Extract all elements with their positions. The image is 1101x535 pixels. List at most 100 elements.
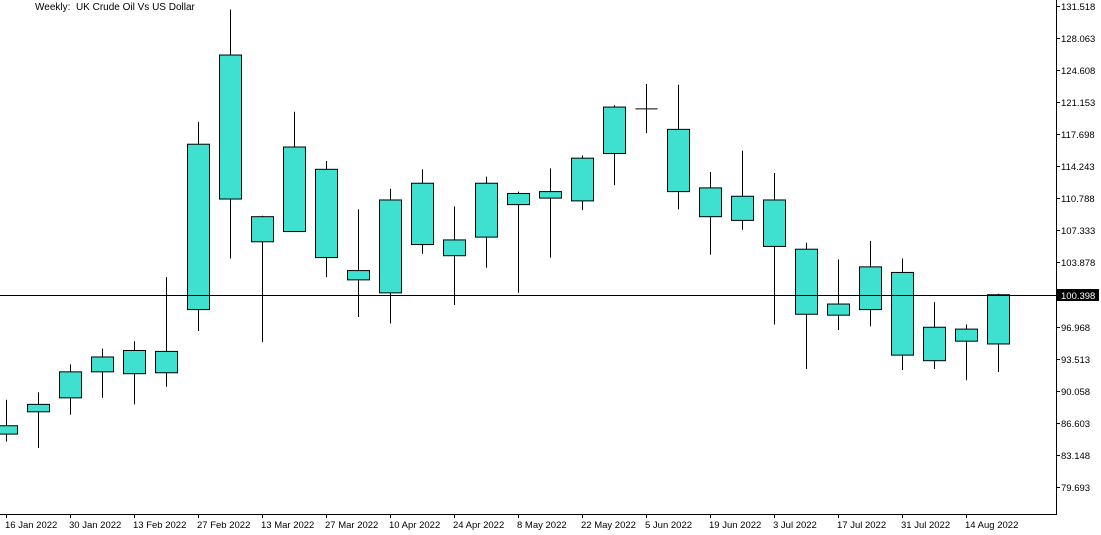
y-tick-label: 103.878 [1061, 258, 1095, 269]
x-tick-label: 27 Mar 2022 [325, 520, 378, 531]
candle-body [827, 303, 850, 316]
candle [91, 348, 114, 398]
candle [59, 364, 82, 415]
candle-body [219, 54, 242, 200]
x-tick-label: 3 Jul 2022 [773, 520, 817, 531]
x-axis-ticks: 16 Jan 2022 30 Jan 2022 13 Feb 2022 27 Feb … [5, 514, 1018, 531]
candle-body [699, 187, 722, 218]
candle [251, 215, 274, 343]
current-price-tag: 100.398 [1057, 289, 1099, 302]
candle [379, 188, 402, 324]
candle-body [923, 326, 946, 362]
candle-body [987, 294, 1010, 345]
chart-title: Weekly: UK Crude Oil Vs US Dollar [35, 2, 195, 13]
candle [955, 324, 978, 381]
y-tick-label: 124.608 [1061, 66, 1095, 77]
candle-body [603, 106, 626, 155]
candle-body [155, 350, 178, 374]
candle [795, 242, 818, 370]
x-tick-label: 27 Feb 2022 [197, 520, 250, 531]
y-tick-label: 90.058 [1061, 387, 1090, 398]
y-tick-label: 131.518 [1061, 2, 1095, 13]
candle [443, 206, 466, 305]
candle [603, 105, 626, 186]
candle-body [859, 266, 882, 311]
y-tick-label: 79.693 [1061, 483, 1090, 494]
candle-body [0, 425, 18, 435]
candle [0, 399, 18, 442]
candle [315, 160, 338, 278]
candle [27, 392, 50, 449]
candle [731, 150, 754, 230]
x-tick-label: 13 Feb 2022 [133, 520, 186, 531]
candle-body [539, 191, 562, 199]
current-price-label: 100.398 [1061, 291, 1095, 302]
x-tick-label: 13 Mar 2022 [261, 520, 314, 531]
y-tick-label: 96.968 [1061, 323, 1090, 334]
candle [827, 259, 850, 331]
candle [283, 111, 306, 233]
y-tick-label: 107.333 [1061, 226, 1095, 237]
candle-body [91, 356, 114, 373]
candle [347, 209, 370, 318]
candle [155, 277, 178, 387]
candle-body [411, 182, 434, 246]
y-tick-label: 110.788 [1061, 194, 1095, 205]
candle [763, 173, 786, 325]
x-tick-label: 14 Aug 2022 [965, 520, 1018, 531]
candle [475, 176, 498, 268]
y-tick-label: 86.603 [1061, 419, 1090, 430]
candle-body [475, 182, 498, 238]
candle [187, 121, 210, 331]
candle-body [123, 349, 146, 375]
candle-body [347, 270, 370, 281]
candle-body [955, 328, 978, 342]
candle [123, 341, 146, 405]
candle-body [59, 371, 82, 399]
x-tick-label: 24 Apr 2022 [453, 520, 504, 531]
candle-body [795, 248, 818, 315]
candle [667, 84, 690, 210]
candle [539, 168, 562, 258]
y-tick-label: 114.243 [1061, 162, 1095, 173]
y-tick-label: 93.513 [1061, 355, 1090, 366]
candle-body [891, 271, 914, 356]
y-tick-label: 121.153 [1061, 98, 1095, 109]
candle-body [315, 168, 338, 259]
candle [507, 191, 530, 293]
x-tick-label: 17 Jul 2022 [837, 520, 886, 531]
candle-body [251, 216, 274, 243]
candle-body [571, 157, 594, 202]
y-tick-label: 83.148 [1061, 451, 1090, 462]
x-tick-label: 31 Jul 2022 [901, 520, 950, 531]
candle [699, 172, 722, 255]
x-tick-label: 16 Jan 2022 [5, 520, 57, 531]
candle [411, 169, 434, 254]
candle-body [379, 199, 402, 294]
candle [859, 240, 882, 327]
y-tick-label: 117.698 [1061, 130, 1095, 141]
candle-body [187, 143, 210, 311]
candle-body [443, 239, 466, 257]
candle-body [27, 403, 50, 413]
candle [635, 83, 658, 134]
x-tick-label: 5 Jun 2022 [645, 520, 692, 531]
x-tick-label: 22 May 2022 [581, 520, 636, 531]
candle [891, 258, 914, 370]
y-tick-label: 128.063 [1061, 34, 1095, 45]
x-tick-label: 30 Jan 2022 [69, 520, 121, 531]
x-tick-label: 10 Apr 2022 [389, 520, 440, 531]
candle-body [283, 146, 306, 233]
candle-body [507, 192, 530, 206]
x-tick-label: 19 Jun 2022 [709, 520, 761, 531]
y-axis-ticks: 131.518 128.063 124.608 121.153 117.698 114.2… [1056, 2, 1095, 494]
candle [987, 293, 1010, 372]
candle [923, 302, 946, 370]
candle [219, 9, 242, 259]
candle [571, 155, 594, 211]
x-tick-label: 8 May 2022 [517, 520, 567, 531]
candle-body [731, 195, 754, 221]
current-price-tag-bg [1057, 289, 1099, 301]
candles-group [0, 9, 1010, 449]
